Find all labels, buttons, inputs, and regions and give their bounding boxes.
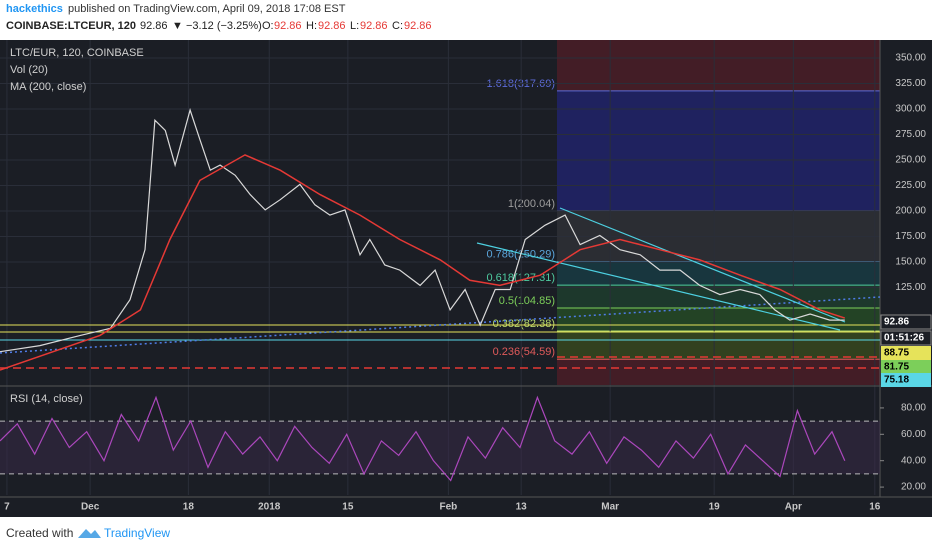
close: 92.86	[404, 20, 432, 32]
x-tick-label: 15	[342, 502, 354, 513]
fib-label: 0.5(104.85)	[499, 295, 555, 307]
price-line	[0, 107, 845, 353]
rsi-tick-label: 20.00	[901, 482, 926, 493]
rsi-tick-label: 80.00	[901, 403, 926, 414]
published: published on TradingView.com, April 09, …	[68, 3, 346, 15]
x-tick-label: 2018	[258, 502, 281, 513]
y-tick-label: 325.00	[895, 78, 926, 89]
trend-line	[0, 296, 881, 354]
y-tick-label: 200.00	[895, 206, 926, 217]
price-badge-label: 92.86	[884, 317, 909, 328]
x-tick-label: Mar	[601, 502, 619, 513]
change: ▼ −3.12 (−3.25%)	[172, 20, 262, 32]
c-label: C:	[392, 20, 403, 32]
price-badge-label: 88.75	[884, 348, 909, 359]
price-badge-label: 81.75	[884, 362, 909, 373]
price-badge	[881, 360, 931, 374]
price-badge	[880, 314, 932, 330]
fib-zone	[557, 359, 880, 385]
fib-zone	[557, 330, 880, 360]
symbol: COINBASE:LTCEUR, 120	[6, 20, 136, 32]
fib-zone	[557, 90, 880, 211]
legend-entry: Vol (20)	[10, 64, 48, 76]
o-label: O:	[262, 20, 274, 32]
x-tick-label: Apr	[785, 502, 802, 513]
channel-line	[476, 242, 841, 331]
price-badge	[880, 330, 932, 346]
brand[interactable]: TradingView	[104, 526, 170, 540]
logo	[78, 529, 101, 538]
rsi-tick-label: 60.00	[901, 429, 926, 440]
y-tick-label: 125.00	[895, 282, 926, 293]
price-badge-label: 75.18	[884, 375, 909, 386]
fib-label: 0.382(82.38)	[493, 318, 555, 330]
fib-label: 0.236(54.59)	[493, 346, 555, 358]
header-bg	[0, 0, 932, 40]
y-tick-label: 225.00	[895, 180, 926, 191]
x-tick-label: 16	[869, 502, 881, 513]
created-with: Created with	[6, 526, 73, 540]
fib-zone	[557, 40, 880, 91]
fib-zone	[557, 261, 880, 286]
price-badge	[881, 373, 931, 387]
y-tick-label: 175.00	[895, 231, 926, 242]
legend-entry: LTC/EUR, 120, COINBASE	[10, 47, 144, 59]
legend-entry: MA (200, close)	[10, 81, 86, 93]
x-tick-label: 18	[183, 502, 195, 513]
high: 92.86	[318, 20, 346, 32]
open: 92.86	[274, 20, 302, 32]
l-label: L:	[350, 20, 359, 32]
x-tick-label: 19	[709, 502, 721, 513]
price-badge-label: 01:51:26	[884, 333, 924, 344]
fib-label: 1(200.04)	[508, 198, 555, 210]
rsi-tick-label: 40.00	[901, 455, 926, 466]
y-tick-label: 250.00	[895, 155, 926, 166]
last-price: 92.86	[140, 20, 168, 32]
rsi-line	[0, 395, 846, 482]
y-tick-label: 300.00	[895, 104, 926, 115]
footer-bg	[0, 517, 932, 550]
author[interactable]: hackethics	[6, 3, 63, 15]
x-tick-label: 7	[4, 502, 10, 513]
ma-line	[0, 154, 846, 371]
y-tick-label: 150.00	[895, 257, 926, 268]
low: 92.86	[360, 20, 388, 32]
rsi-title: RSI (14, close)	[10, 393, 83, 405]
y-tick-label: 275.00	[895, 129, 926, 140]
price-badge	[881, 346, 931, 360]
fib-zone	[557, 285, 880, 309]
x-tick-label: Dec	[81, 502, 100, 513]
x-tick-label: 13	[516, 502, 528, 513]
x-tick-label: Feb	[439, 502, 457, 513]
y-tick-label: 350.00	[895, 53, 926, 64]
h-label: H:	[306, 20, 317, 32]
channel-line	[559, 207, 846, 323]
